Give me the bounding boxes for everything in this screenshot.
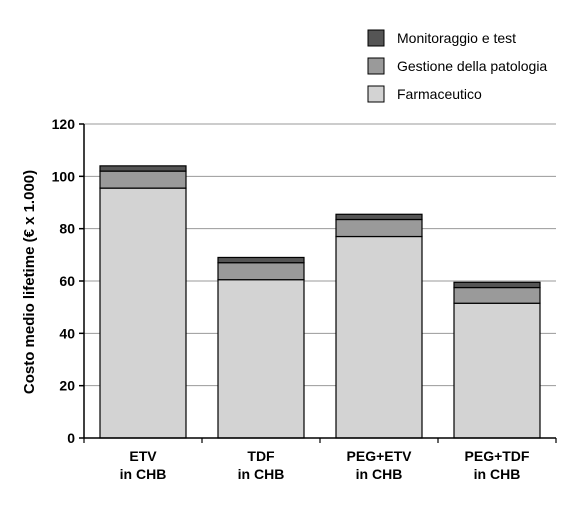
legend-swatch xyxy=(367,29,385,47)
legend-label: Gestione della patologia xyxy=(397,58,547,74)
bar-segment-monitoraggio-e-test xyxy=(335,213,423,221)
bar-segment-farmaceutico xyxy=(217,279,305,439)
x-category-label: PEG+ETV xyxy=(347,448,413,464)
y-tick-label: 20 xyxy=(59,378,75,394)
bar-segment-farmaceutico xyxy=(335,235,423,439)
bar-segment-monitoraggio-e-test xyxy=(99,165,187,172)
bar-segment-gestione-della-patologia xyxy=(99,170,187,189)
bar-segment-gestione-della-patologia xyxy=(335,218,423,238)
bar-segment-monitoraggio-e-test xyxy=(453,281,541,289)
y-tick-label: 0 xyxy=(67,430,75,446)
bar-segment-farmaceutico xyxy=(453,302,541,439)
bar-segment-monitoraggio-e-test xyxy=(217,256,305,264)
x-category-label: in CHB xyxy=(120,466,167,482)
y-tick-label: 100 xyxy=(52,168,76,184)
x-category-label: in CHB xyxy=(238,466,285,482)
bar-segment-gestione-della-patologia xyxy=(453,286,541,304)
y-tick-labels: 0 20 40 60 80 100 120 xyxy=(52,116,76,446)
x-category-label: in CHB xyxy=(474,466,521,482)
x-category-label: in CHB xyxy=(356,466,403,482)
bar-segment-gestione-della-patologia xyxy=(217,262,305,281)
legend-label: Farmaceutico xyxy=(397,86,482,102)
y-axis-title: Costo medio lifetime (€ x 1.000) xyxy=(21,170,38,394)
y-tick-label: 60 xyxy=(59,273,75,289)
y-tick-label: 80 xyxy=(59,221,75,237)
x-category-labels: ETV in CHB TDF in CHB PEG+ETV in CHB PEG+TDF in… xyxy=(120,448,530,482)
y-tick-label: 120 xyxy=(52,116,76,132)
chart-legend: Monitoraggio e test Gestione della patolo… xyxy=(367,29,547,103)
x-category-label: TDF xyxy=(247,448,275,464)
legend-swatch xyxy=(367,85,385,103)
legend-swatch xyxy=(367,57,385,75)
legend-label: Monitoraggio e test xyxy=(397,30,516,46)
x-category-label: ETV xyxy=(129,448,157,464)
y-tick-label: 40 xyxy=(59,325,75,341)
bars xyxy=(99,165,541,439)
bar-segment-farmaceutico xyxy=(99,187,187,439)
axes xyxy=(79,123,557,443)
x-category-label: PEG+TDF xyxy=(465,448,530,464)
